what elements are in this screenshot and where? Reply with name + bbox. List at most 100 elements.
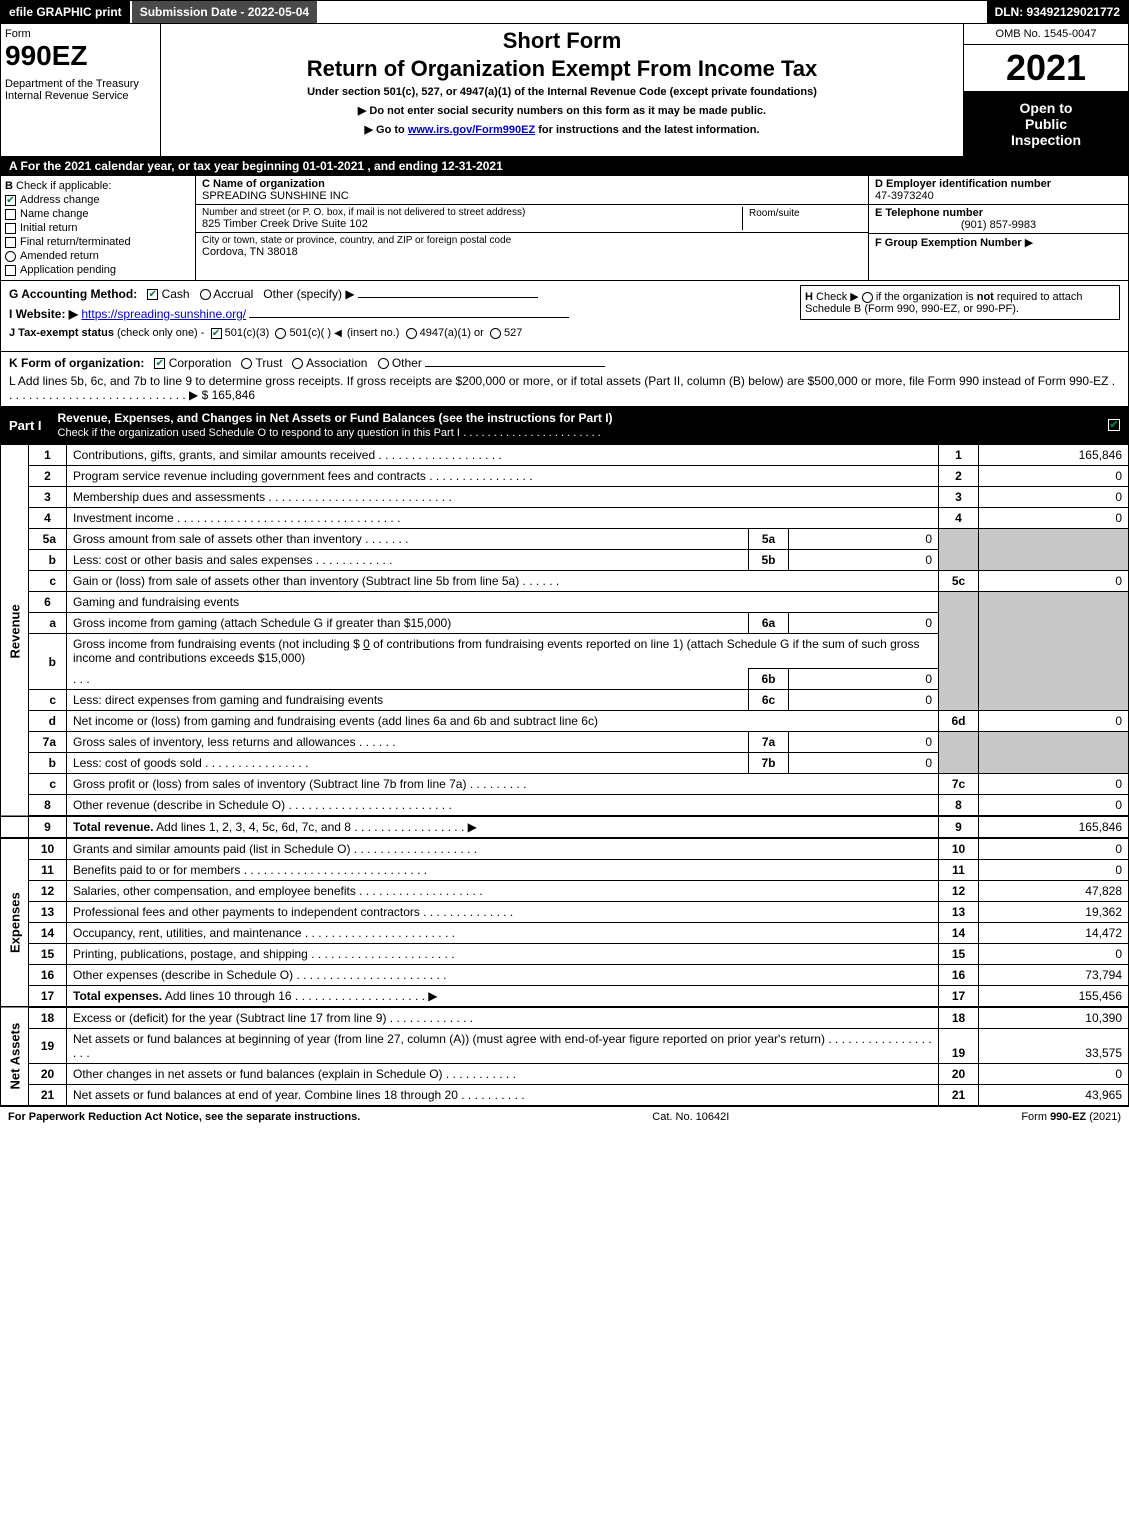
line-num: 18	[29, 1007, 67, 1029]
box-val: 0	[789, 753, 939, 774]
ein-value: 47-3973240	[875, 190, 1122, 202]
i-label: I Website: ▶	[9, 307, 78, 321]
line-num: b	[29, 753, 67, 774]
line-6: 6 Gaming and fundraising events	[1, 592, 1129, 613]
box-label: 5b	[749, 550, 789, 571]
city-label: City or town, state or province, country…	[202, 235, 862, 246]
org-name-row: C Name of organization SPREADING SUNSHIN…	[196, 176, 868, 205]
box-val: 0	[789, 613, 939, 634]
arrow-icon: ▶	[468, 820, 477, 834]
part-title: Revenue, Expenses, and Changes in Net As…	[50, 407, 1108, 443]
line-desc: Benefits paid to or for members . . . . …	[67, 860, 939, 881]
line-desc: Less: cost or other basis and sales expe…	[67, 550, 749, 571]
j-opt4: 527	[504, 327, 522, 339]
checkbox-icon[interactable]	[147, 289, 158, 300]
g-other: Other (specify) ▶	[263, 287, 354, 301]
open-line3: Inspection	[968, 132, 1124, 148]
k-corp: Corporation	[169, 356, 232, 370]
radio-icon[interactable]	[490, 328, 501, 339]
open-line2: Public	[968, 116, 1124, 132]
radio-icon[interactable]	[275, 328, 286, 339]
dln: DLN: 93492129021772	[987, 1, 1128, 23]
short-form-title: Short Form	[165, 28, 959, 54]
section-kl: K Form of organization: Corporation Trus…	[0, 352, 1129, 407]
line-11: 11 Benefits paid to or for members . . .…	[1, 860, 1129, 881]
h-not: not	[977, 291, 994, 303]
revenue-vertical-label: Revenue	[1, 445, 29, 817]
box-val: 0	[789, 550, 939, 571]
line-num: 16	[29, 965, 67, 986]
line-rnum: 17	[939, 986, 979, 1008]
line-num: 21	[29, 1085, 67, 1106]
radio-icon[interactable]	[378, 358, 389, 369]
shade-cell	[939, 529, 979, 571]
section-d: D Employer identification number 47-3973…	[869, 176, 1128, 205]
radio-icon[interactable]	[406, 328, 417, 339]
chk-amended-return[interactable]: Amended return	[5, 250, 191, 262]
line-rnum: 3	[939, 487, 979, 508]
line-rval: 0	[979, 860, 1129, 881]
line-num: c	[29, 571, 67, 592]
dept-label: Department of the Treasury Internal Reve…	[5, 78, 156, 102]
radio-icon[interactable]	[292, 358, 303, 369]
part1-table: Revenue 1 Contributions, gifts, grants, …	[0, 444, 1129, 1106]
row-a: A For the 2021 calendar year, or tax yea…	[0, 157, 1129, 176]
k-assoc: Association	[306, 356, 367, 370]
open-line1: Open to	[968, 100, 1124, 116]
checkbox-icon	[5, 265, 16, 276]
line-20: 20 Other changes in net assets or fund b…	[1, 1064, 1129, 1085]
k-other: Other	[392, 356, 422, 370]
line-num: 12	[29, 881, 67, 902]
line-num: d	[29, 711, 67, 732]
footer-right: Form 990-EZ (2021)	[1021, 1111, 1121, 1123]
line-num: 11	[29, 860, 67, 881]
chk-application-pending[interactable]: Application pending	[5, 264, 191, 276]
chk-initial-return[interactable]: Initial return	[5, 222, 191, 234]
chk-label: Application pending	[20, 264, 116, 276]
efile-label[interactable]: efile GRAPHIC print	[1, 1, 130, 23]
l-amount: $ 165,846	[202, 388, 255, 402]
expenses-vertical-label: Expenses	[1, 838, 29, 1007]
spacer	[1, 816, 29, 838]
checkbox-icon	[5, 223, 16, 234]
footer-right-suffix: (2021)	[1086, 1111, 1121, 1123]
chk-name-change[interactable]: Name change	[5, 208, 191, 220]
submission-date: Submission Date - 2022-05-04	[130, 1, 317, 23]
other-blank	[358, 297, 538, 298]
line-8: 8 Other revenue (describe in Schedule O)…	[1, 795, 1129, 817]
radio-icon[interactable]	[862, 292, 873, 303]
line-desc: Net assets or fund balances at end of ye…	[67, 1085, 939, 1106]
line-desc: Gain or (loss) from sale of assets other…	[67, 571, 939, 592]
checkbox-icon[interactable]	[154, 358, 165, 369]
radio-icon[interactable]	[241, 358, 252, 369]
line-7c: c Gross profit or (loss) from sales of i…	[1, 774, 1129, 795]
line-num: 1	[29, 445, 67, 466]
box-label: 6c	[749, 690, 789, 711]
chk-address-change[interactable]: Address change	[5, 194, 191, 206]
radio-icon[interactable]	[200, 289, 211, 300]
phone-value: (901) 857-9983	[875, 219, 1122, 231]
name-label: C Name of organization	[202, 178, 862, 190]
6b-pre: Gross income from fundraising events (no…	[73, 637, 363, 651]
line-desc: Gaming and fundraising events	[67, 592, 939, 613]
irs-link[interactable]: www.irs.gov/Form990EZ	[408, 124, 535, 136]
line-rval: 0	[979, 571, 1129, 592]
line-rnum: 19	[939, 1029, 979, 1064]
line-rval: 73,794	[979, 965, 1129, 986]
checkbox-icon[interactable]	[211, 328, 222, 339]
line-desc: Membership dues and assessments . . . . …	[67, 487, 939, 508]
schedule-o-checkbox[interactable]	[1108, 419, 1120, 431]
line-num: b	[29, 550, 67, 571]
checkbox-icon	[5, 209, 16, 220]
website-link[interactable]: https://spreading-sunshine.org/	[81, 307, 246, 321]
line-rval: 0	[979, 795, 1129, 817]
g-accrual: Accrual	[213, 287, 253, 301]
line-num: c	[29, 774, 67, 795]
line-num: 6	[29, 592, 67, 613]
chk-final-return[interactable]: Final return/terminated	[5, 236, 191, 248]
j-label: J Tax-exempt status	[9, 327, 114, 339]
line-rval: 33,575	[979, 1029, 1129, 1064]
line-rval: 43,965	[979, 1085, 1129, 1106]
line-num: b	[29, 634, 67, 690]
instruction-2: ▶ Go to www.irs.gov/Form990EZ for instru…	[165, 123, 959, 136]
